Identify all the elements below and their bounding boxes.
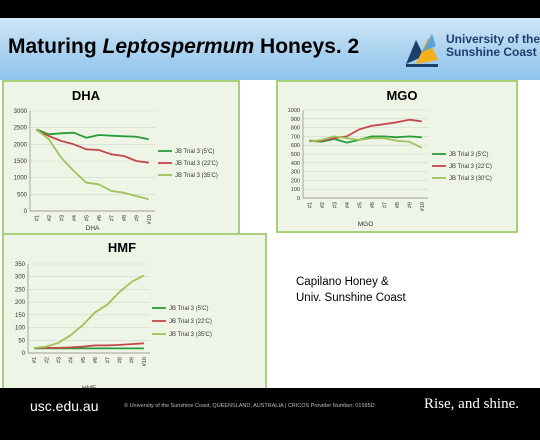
mgo-xtick-label: #8: [395, 202, 401, 208]
hmf-ytick-label: 300: [15, 275, 26, 281]
dha-xtick-label: #1: [34, 215, 40, 221]
dha-series-line-2: [35, 129, 149, 164]
credit-line1: Capilano Honey &: [296, 276, 389, 288]
logo-line1: University of the: [446, 32, 540, 46]
mgo-ytick-label: 100: [291, 187, 300, 193]
hmf-xtick-label: #8: [118, 357, 124, 363]
hmf-chart-panel: [2, 233, 267, 405]
mgo-ytick-label: 1000: [288, 108, 300, 114]
hmf-xtick-label: #4: [69, 357, 75, 363]
mgo-xtick-label: #2: [320, 202, 326, 208]
dha-xtick-label: #7: [109, 215, 115, 221]
mgo-ytick-label: 600: [291, 143, 300, 149]
mgo-ytick-label: 0: [297, 196, 300, 202]
mgo-xtick-label: #1: [307, 202, 313, 208]
slide-title: Maturing Leptospermum Honeys. 2: [8, 35, 359, 59]
title-italic-text: Leptospermum: [102, 35, 255, 58]
hmf-series-line-3: [34, 274, 145, 349]
mgo-ytick-label: 400: [291, 161, 300, 167]
dha-xtick-label: #10: [147, 215, 153, 224]
hmf-ytick-label: 150: [15, 313, 26, 319]
hmf-ytick-label: 100: [15, 326, 26, 332]
dha-series-line-1: [35, 128, 149, 141]
usc-logo: University of the Sunshine Coast: [402, 30, 540, 70]
title-rest-text: Honeys. 2: [254, 35, 360, 58]
hmf-ytick-label: 250: [15, 287, 26, 293]
hmf-legend-label-3: JB Trial 3 (35'C): [169, 332, 212, 338]
dha-ytick-label: 2000: [14, 142, 28, 148]
hmf-xtick-label: #5: [81, 357, 87, 363]
mgo-ytick-label: 300: [291, 170, 300, 176]
hmf-xtick-label: #9: [130, 357, 136, 363]
title-text: Maturing: [8, 35, 103, 58]
mgo-xtick-label: #5: [357, 202, 363, 208]
dha-ytick-label: 1000: [14, 176, 28, 182]
mgo-ytick-label: 200: [291, 178, 300, 184]
dha-x-axis-title: DHA: [86, 225, 100, 232]
footer-slogan: Rise, and shine.: [424, 396, 519, 412]
dha-ytick-label: 1500: [14, 159, 28, 165]
dha-legend-label-1: JB Trial 3 (5'C): [175, 149, 215, 155]
mgo-legend-label-1: JB Trial 3 (5'C): [449, 152, 489, 158]
mgo-ytick-label: 500: [291, 152, 300, 158]
mgo-x-axis-title: MGO: [358, 221, 374, 228]
hmf-xtick-label: #7: [105, 357, 111, 363]
hmf-ytick-label: 50: [18, 338, 25, 344]
hmf-chart-title: HMF: [107, 240, 137, 255]
dha-ytick-label: 0: [24, 209, 28, 215]
footer-url-link[interactable]: usc.edu.au: [30, 398, 99, 414]
footer-copyright: © University of the Sunshine Coast, QUEE…: [124, 403, 375, 409]
hmf-ytick-label: 0: [22, 351, 26, 357]
hmf-ytick-label: 350: [15, 262, 26, 268]
dha-chart-title: DHA: [71, 88, 101, 103]
mgo-series-line-2: [309, 118, 422, 142]
mgo-chart-panel: [276, 80, 518, 233]
dha-xtick-label: #9: [134, 215, 140, 221]
dha-legend-label-2: JB Trial 3 (22'C): [175, 161, 218, 167]
hmf-xtick-label: #6: [93, 357, 99, 363]
dha-ytick-label: 2500: [14, 126, 28, 132]
hmf-xtick-label: #1: [32, 357, 38, 363]
dha-series-line-3: [35, 128, 150, 201]
usc-logo-mark-icon: [406, 34, 438, 67]
dha-xtick-label: #4: [72, 215, 78, 221]
hmf-legend-label-1: JB Trial 3 (5'C): [169, 306, 209, 312]
dha-legend-label-3: JB Trial 3 (35'C): [175, 173, 218, 179]
hmf-xtick-label: #3: [57, 357, 63, 363]
mgo-series-line-3: [309, 135, 423, 149]
mgo-legend-label-3: JB Trial 3 (30'C): [449, 176, 492, 182]
mgo-ytick-label: 700: [291, 134, 300, 140]
dha-xtick-label: #5: [84, 215, 90, 221]
mgo-ytick-label: 800: [291, 126, 300, 132]
mgo-legend-label-2: JB Trial 3 (22'C): [449, 164, 492, 170]
mgo-xtick-label: #4: [345, 202, 351, 208]
dha-xtick-label: #6: [97, 215, 103, 221]
mgo-xtick-label: #7: [382, 202, 388, 208]
title-banner: Maturing Leptospermum Honeys. 2 Universi…: [0, 18, 540, 80]
mgo-chart-title: MGO: [386, 88, 418, 103]
hmf-ytick-label: 200: [15, 300, 26, 306]
mgo-xtick-label: #6: [370, 202, 376, 208]
dha-xtick-label: #2: [47, 215, 53, 221]
dha-xtick-label: #3: [59, 215, 65, 221]
slide: Maturing Leptospermum Honeys. 2 Universi…: [0, 18, 540, 420]
dha-xtick-label: #8: [122, 215, 128, 221]
mgo-xtick-label: #10: [420, 202, 426, 211]
mgo-xtick-label: #9: [407, 202, 413, 208]
hmf-xtick-label: #2: [44, 357, 50, 363]
hmf-legend-label-2: JB Trial 3 (22'C): [169, 319, 212, 325]
mgo-xtick-label: #3: [332, 202, 338, 208]
credit-text: Capilano Honey & Univ. Sunshine Coast: [296, 274, 406, 306]
credit-line2: Univ. Sunshine Coast: [296, 292, 406, 304]
footer-bar: [0, 388, 540, 428]
hmf-xtick-label: #10: [142, 357, 148, 366]
dha-ytick-label: 3000: [14, 109, 28, 115]
hmf-series-line-2: [34, 342, 144, 349]
dha-ytick-label: 500: [17, 192, 28, 198]
logo-line2: Sunshine Coast: [446, 45, 537, 59]
mgo-ytick-label: 900: [291, 117, 300, 123]
